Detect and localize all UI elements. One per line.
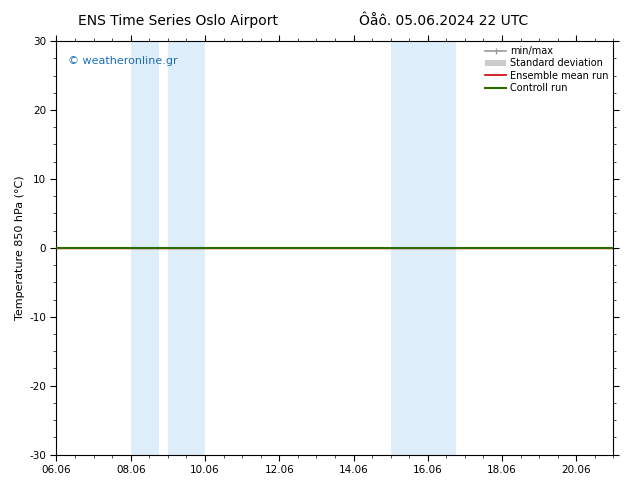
Bar — [428, 41, 456, 455]
Bar — [131, 41, 158, 455]
Legend: min/max, Standard deviation, Ensemble mean run, Controll run: min/max, Standard deviation, Ensemble me… — [483, 44, 611, 95]
Bar — [168, 41, 205, 455]
Text: Ôåô. 05.06.2024 22 UTC: Ôåô. 05.06.2024 22 UTC — [359, 14, 528, 28]
Y-axis label: Temperature 850 hPa (°C): Temperature 850 hPa (°C) — [15, 175, 25, 320]
Bar — [391, 41, 428, 455]
Text: © weatheronline.gr: © weatheronline.gr — [68, 55, 178, 66]
Text: ENS Time Series Oslo Airport: ENS Time Series Oslo Airport — [77, 14, 278, 28]
